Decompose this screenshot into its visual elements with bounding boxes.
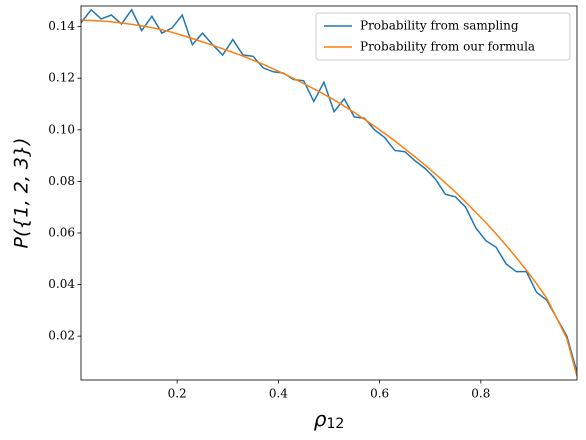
y-tick-label: 0.14 — [48, 19, 75, 33]
x-label-symbol: ρ — [314, 407, 327, 431]
legend-box — [315, 12, 571, 61]
legend-label: Probability from sampling — [360, 19, 519, 33]
y-tick-label: 0.04 — [48, 277, 75, 291]
x-tick-label: 0.8 — [471, 387, 490, 401]
y-tick-label: 0.08 — [48, 174, 75, 188]
y-tick-label: 0.12 — [48, 71, 75, 85]
x-tick-label: 0.2 — [168, 387, 187, 401]
data-line — [81, 8, 577, 373]
x-tick-label: 0.6 — [370, 387, 389, 401]
x-label-subscript: 12 — [326, 416, 344, 432]
x-axis-label: ρ12 — [314, 407, 345, 433]
y-axis-label: P({1, 2, 3}) — [11, 138, 33, 249]
y-tick-label: 0.02 — [48, 329, 75, 343]
plot-frame — [80, 5, 578, 381]
legend-label: Probability from our formula — [360, 40, 535, 54]
data-line — [81, 19, 577, 377]
y-tick-label: 0.10 — [48, 122, 75, 136]
x-tick-label: 0.4 — [269, 387, 288, 401]
y-tick-label: 0.06 — [48, 225, 75, 239]
